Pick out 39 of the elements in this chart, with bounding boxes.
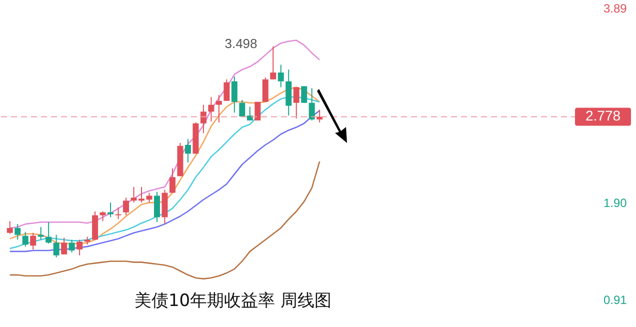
candlestick	[123, 197, 130, 216]
candlestick	[46, 222, 52, 244]
candlestick	[301, 86, 308, 104]
candlestick	[278, 64, 284, 88]
candlestick	[38, 226, 44, 240]
candlestick	[308, 88, 315, 121]
candlestick	[246, 106, 253, 121]
candlestick	[108, 202, 114, 218]
candlestick	[216, 94, 222, 123]
candlestick	[100, 210, 106, 222]
candlestick	[262, 76, 268, 102]
candlestick	[22, 231, 28, 248]
y-tick-label: 0.91	[604, 292, 628, 307]
y-tick-label: 3.89	[604, 2, 628, 16]
candlestick	[270, 46, 276, 80]
candlestick	[293, 86, 300, 119]
candlestick	[6, 220, 13, 234]
candlestick	[61, 237, 68, 255]
candlestick	[239, 99, 246, 118]
line-series	[9, 160, 320, 280]
candlestick	[316, 109, 323, 123]
candlestick	[184, 138, 191, 163]
candlestick	[169, 168, 176, 194]
candlestick	[53, 234, 60, 258]
candlestick	[254, 101, 261, 121]
candlestick	[30, 232, 36, 250]
candlestick	[14, 224, 21, 240]
candlestick	[76, 239, 83, 256]
candlestick	[200, 104, 206, 134]
annotation: 3.498	[224, 36, 258, 51]
y-tick-label: 1.90	[604, 196, 628, 210]
ref-line-label: 2.778	[585, 108, 621, 124]
candlestick	[154, 191, 160, 223]
candlestick	[115, 206, 122, 220]
candlestick	[208, 96, 214, 122]
annotation: 美债10年期收益率 周线图	[134, 291, 332, 311]
candlestick	[68, 239, 75, 253]
candlestick	[231, 76, 238, 114]
candlestick	[224, 78, 230, 102]
